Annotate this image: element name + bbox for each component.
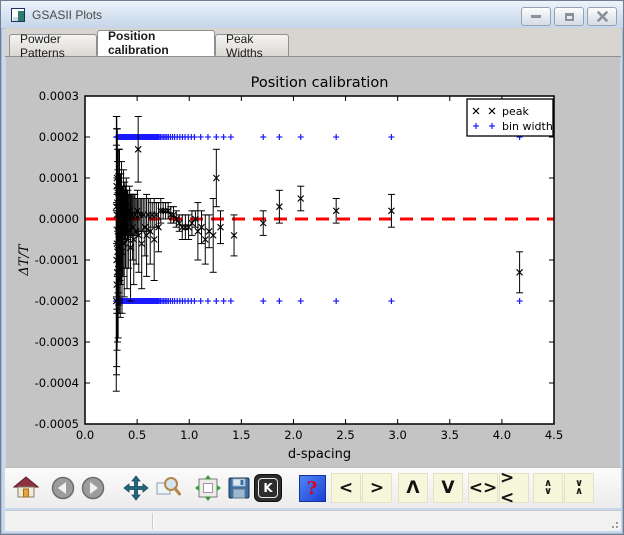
save-icon	[226, 475, 252, 501]
svg-text:2.5: 2.5	[336, 428, 354, 442]
toolbar-key-press-button[interactable]: K	[253, 473, 283, 503]
forward-icon	[80, 475, 106, 501]
svg-text:-0.0003: -0.0003	[35, 335, 79, 349]
titlebar[interactable]: GSASII Plots	[1, 1, 624, 29]
toolbar-shrink-x-button[interactable]: ><	[499, 473, 529, 503]
help-icon: ?	[299, 475, 326, 502]
back-icon	[50, 475, 76, 501]
pan-icon	[123, 475, 149, 501]
svg-text:3.5: 3.5	[441, 428, 459, 442]
tab-label: Peak Widths	[226, 32, 278, 60]
svg-text:-0.0001: -0.0001	[35, 253, 79, 267]
legend-label-bin-width: bin width	[502, 120, 553, 133]
resize-grip[interactable]	[608, 518, 618, 528]
toolbar-shrink-y-button[interactable]: ∨ ∧	[564, 473, 594, 503]
minimize-icon	[531, 15, 541, 18]
plot-area	[85, 96, 554, 424]
status-field-left	[13, 513, 148, 530]
tab-bar: Powder Patterns Position calibration Peak …	[5, 28, 621, 57]
toolbar-shift-up-button[interactable]: Λ	[398, 473, 428, 503]
tab-label: Position calibration	[108, 29, 204, 57]
svg-text:0.0003: 0.0003	[39, 89, 79, 103]
x-axis-label: d-spacing	[288, 447, 351, 462]
svg-text:1.0: 1.0	[180, 428, 198, 442]
close-icon	[597, 11, 608, 22]
svg-text:-0.0004: -0.0004	[35, 376, 79, 390]
home-icon	[13, 475, 39, 501]
tab-peak-widths[interactable]: Peak Widths	[215, 34, 289, 56]
chart-title: Position calibration	[251, 75, 389, 91]
toolbar-pan-button[interactable]	[121, 473, 151, 503]
toolbar-back-button[interactable]	[48, 473, 78, 503]
maximize-button[interactable]	[554, 7, 584, 26]
toolbar-zoom-rect-button[interactable]	[153, 473, 183, 503]
svg-text:0.0002: 0.0002	[39, 130, 79, 144]
legend: peak bin width	[467, 99, 553, 136]
legend-label-peak: peak	[502, 105, 529, 118]
status-bar	[5, 510, 621, 531]
plot-toolbar: K?<>ΛV<>><∧ ∨∨ ∧	[5, 467, 621, 508]
plot-canvas[interactable]: Position calibrationd-spacingΔT/T0.00.51…	[6, 57, 620, 467]
subplots-icon	[195, 475, 221, 501]
svg-text:-0.0002: -0.0002	[35, 294, 79, 308]
tab-powder-patterns[interactable]: Powder Patterns	[9, 34, 97, 56]
toolbar-save-button[interactable]	[224, 473, 254, 503]
key-k-icon: K	[254, 474, 282, 502]
calibration-plot[interactable]: Position calibrationd-spacingΔT/T0.00.51…	[6, 57, 620, 467]
close-button[interactable]	[587, 7, 617, 26]
window-title: GSASII Plots	[32, 8, 102, 22]
tab-label: Powder Patterns	[20, 32, 86, 60]
toolbar-forward-button[interactable]	[78, 473, 108, 503]
svg-text:4.0: 4.0	[493, 428, 511, 442]
status-divider	[152, 513, 154, 529]
toolbar-help-button[interactable]: ?	[297, 473, 327, 503]
toolbar-home-button[interactable]	[11, 473, 41, 503]
toolbar-subplots-button[interactable]	[193, 473, 223, 503]
zoom-rect-icon	[155, 475, 181, 501]
svg-text:-0.0005: -0.0005	[35, 417, 79, 431]
svg-text:3.0: 3.0	[389, 428, 407, 442]
toolbar-shift-right-button[interactable]: >	[362, 473, 392, 503]
status-field-right	[160, 513, 601, 530]
toolbar-expand-x-button[interactable]: <>	[468, 473, 498, 503]
svg-text:0.5: 0.5	[128, 428, 146, 442]
svg-text:1.5: 1.5	[232, 428, 250, 442]
toolbar-expand-y-button[interactable]: ∧ ∨	[533, 473, 563, 503]
gsasii-plots-window: GSASII Plots Powder Patterns Position cal…	[0, 0, 624, 535]
toolbar-shift-left-button[interactable]: <	[331, 473, 361, 503]
toolbar-shift-down-button[interactable]: V	[433, 473, 463, 503]
minimize-button[interactable]	[521, 7, 551, 26]
svg-text:4.5: 4.5	[545, 428, 563, 442]
svg-text:2.0: 2.0	[284, 428, 302, 442]
svg-text:0.0000: 0.0000	[39, 212, 79, 226]
svg-text:0.0001: 0.0001	[39, 171, 79, 185]
gsasii-plot-icon	[11, 8, 25, 22]
y-axis-label: ΔT/T	[17, 243, 32, 276]
maximize-icon	[565, 13, 574, 21]
tab-position-calibration[interactable]: Position calibration	[97, 30, 215, 56]
